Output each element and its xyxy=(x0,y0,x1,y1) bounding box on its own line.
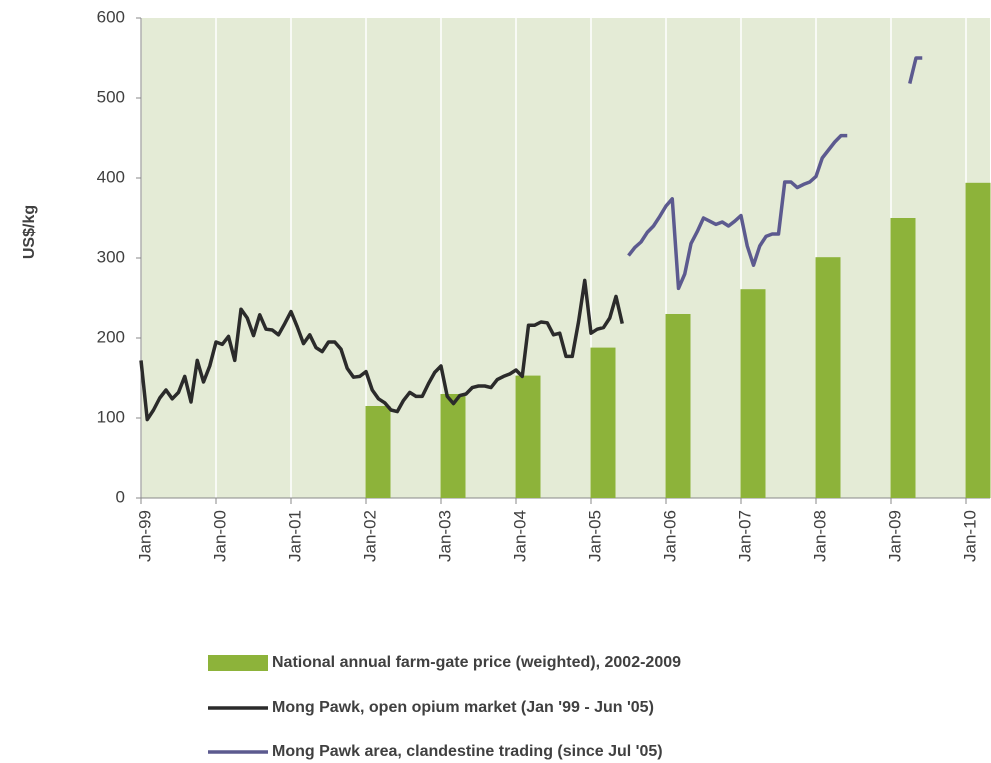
line xyxy=(139,278,624,422)
y-tick-label: 100 xyxy=(97,407,125,426)
bar xyxy=(665,314,691,498)
y-tick-label: 400 xyxy=(97,167,125,186)
bar xyxy=(440,394,466,498)
y-tick-label: 200 xyxy=(97,327,125,346)
x-tick-label: Jan-02 xyxy=(360,510,379,562)
x-tick-label: Jan-06 xyxy=(660,510,679,562)
legend-label: Mong Pawk, open opium market (Jan '99 - … xyxy=(272,699,654,716)
y-tick-label: 300 xyxy=(97,247,125,266)
x-tick-label: Jan-05 xyxy=(585,510,604,562)
x-tick-label: Jan-03 xyxy=(435,510,454,562)
bar xyxy=(890,218,916,498)
x-tick-label: Jan-07 xyxy=(735,510,754,562)
line xyxy=(627,56,923,291)
legend-label: Mong Pawk area, clandestine trading (sin… xyxy=(272,743,663,760)
plot-area xyxy=(141,18,990,498)
bar xyxy=(515,375,541,498)
x-tick-label: Jan-10 xyxy=(960,510,979,562)
x-tick-label: Jan-09 xyxy=(885,510,904,562)
bar xyxy=(365,406,391,498)
legend-swatch xyxy=(208,655,268,671)
x-tick-label: Jan-08 xyxy=(810,510,829,562)
y-axis-label: US$/kg xyxy=(21,205,38,259)
x-tick-label: Jan-00 xyxy=(210,510,229,562)
bar xyxy=(590,347,616,498)
x-tick-label: Jan-01 xyxy=(285,510,304,562)
x-tick-label: Jan-04 xyxy=(510,510,529,562)
y-tick-label: 500 xyxy=(97,87,125,106)
y-tick-label: 600 xyxy=(97,7,125,26)
legend-label: National annual farm-gate price (weighte… xyxy=(272,654,681,671)
bar xyxy=(965,182,991,499)
y-tick-label: 0 xyxy=(116,487,125,506)
bar xyxy=(740,289,766,498)
bar xyxy=(815,257,841,498)
x-tick-label: Jan-99 xyxy=(135,510,154,562)
